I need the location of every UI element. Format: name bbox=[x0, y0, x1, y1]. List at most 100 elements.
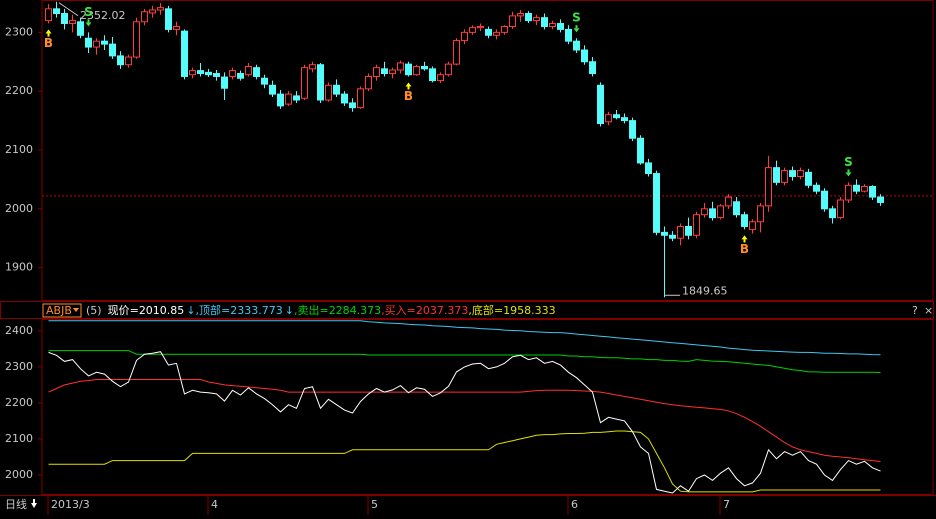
candle-body bbox=[597, 84, 604, 125]
legend-label: ,顶部= bbox=[196, 303, 231, 317]
candle-body bbox=[837, 199, 844, 219]
candle-body bbox=[557, 23, 564, 30]
y-tick-label: 1900 bbox=[5, 261, 33, 274]
indicator-selector[interactable] bbox=[42, 303, 82, 318]
candle-body bbox=[357, 88, 364, 109]
candle-body bbox=[421, 65, 428, 70]
candle-body bbox=[869, 185, 876, 198]
candle-body bbox=[413, 65, 420, 76]
candle-body bbox=[221, 76, 228, 89]
candle-body bbox=[325, 84, 332, 101]
buy-arrow bbox=[45, 29, 52, 34]
candle-body bbox=[709, 208, 716, 219]
candle-body bbox=[381, 68, 388, 75]
candle-body bbox=[725, 196, 732, 207]
y-tick-label: 2200 bbox=[5, 84, 33, 97]
indicator-line bbox=[48, 430, 881, 493]
candle-body bbox=[781, 170, 788, 183]
candle-body bbox=[525, 13, 532, 22]
sell-arrow-stem bbox=[575, 25, 578, 29]
candle-body bbox=[53, 8, 60, 15]
legend-label: ,卖出= bbox=[294, 303, 329, 317]
candle-body bbox=[453, 40, 460, 65]
candle-body bbox=[853, 184, 860, 192]
candle-body bbox=[213, 73, 220, 77]
indicator-line bbox=[48, 379, 881, 462]
buy-arrow-stem bbox=[47, 33, 50, 37]
candle-body bbox=[277, 93, 284, 107]
candle-body bbox=[309, 64, 316, 70]
candle-body bbox=[229, 70, 236, 77]
candle-body bbox=[693, 214, 700, 236]
sell-signal: S bbox=[84, 5, 93, 19]
candle-body bbox=[109, 43, 116, 57]
x-tick-label: 7 bbox=[723, 498, 730, 511]
indicator-line bbox=[48, 320, 881, 356]
candle-body bbox=[757, 205, 764, 223]
y-tick-label: 2300 bbox=[5, 360, 33, 373]
toolbar-button[interactable]: × bbox=[924, 304, 933, 317]
candle-body bbox=[133, 21, 140, 58]
candle-body bbox=[85, 37, 92, 48]
candle-body bbox=[797, 170, 804, 177]
sell-arrow-stem bbox=[87, 19, 90, 23]
candle-body bbox=[533, 17, 540, 22]
candle-body bbox=[741, 214, 748, 227]
candle-body bbox=[549, 23, 556, 27]
y-tick-label: 2100 bbox=[5, 432, 33, 445]
candle-body bbox=[373, 67, 380, 77]
legend-value: 2010.85 bbox=[139, 304, 185, 317]
candle-body bbox=[637, 137, 644, 164]
y-tick-label: 2200 bbox=[5, 396, 33, 409]
toolbar-button[interactable]: ? bbox=[912, 304, 918, 317]
candle-body bbox=[789, 170, 796, 177]
indicator-param: (5) bbox=[86, 304, 102, 317]
sell-arrow bbox=[85, 22, 92, 27]
y-tick-label: 2000 bbox=[5, 202, 33, 215]
indicator-legend: (5) 现价=2010.85 ↓,顶部=2333.773 ↓,卖出=2284.373,… bbox=[86, 303, 556, 317]
buy-arrow-stem bbox=[407, 86, 410, 90]
candle-body bbox=[589, 61, 596, 75]
candle-body bbox=[189, 70, 196, 76]
candle-body bbox=[765, 167, 772, 207]
sell-signal: S bbox=[572, 11, 581, 25]
legend-value: 2037.373 bbox=[416, 304, 469, 317]
candle-body bbox=[61, 13, 68, 25]
candle-body bbox=[141, 11, 148, 23]
candle-body bbox=[293, 95, 300, 101]
legend-label: ,买入= bbox=[381, 304, 416, 317]
candle-body bbox=[117, 55, 124, 66]
candle-body bbox=[773, 167, 780, 183]
candle-body bbox=[157, 7, 164, 11]
candle-body bbox=[125, 56, 132, 66]
buy-arrow bbox=[405, 82, 412, 87]
candle-body bbox=[581, 49, 588, 63]
x-tick-label: 2013/3 bbox=[51, 498, 90, 511]
indicator-panel-frame bbox=[41, 319, 934, 495]
candle-body bbox=[333, 84, 340, 95]
candle-body bbox=[685, 225, 692, 236]
candle-body bbox=[669, 234, 676, 239]
candle-body bbox=[845, 184, 852, 201]
candle-body bbox=[437, 74, 444, 82]
candle-body bbox=[509, 15, 516, 27]
candle-body bbox=[749, 221, 756, 230]
legend-value: 2284.373 bbox=[329, 304, 382, 317]
candle-body bbox=[653, 173, 660, 233]
candle-body bbox=[269, 84, 276, 95]
candle-body bbox=[485, 28, 492, 36]
y-tick-label: 2000 bbox=[5, 468, 33, 481]
candle-body bbox=[389, 69, 396, 75]
candle-body bbox=[701, 208, 708, 216]
high-annotation: 2352.02 bbox=[80, 9, 126, 22]
x-tick-label: 6 bbox=[571, 498, 578, 511]
candle-body bbox=[245, 65, 252, 76]
period-label[interactable]: 日线 bbox=[5, 497, 27, 511]
candle-body bbox=[317, 64, 324, 101]
indicator-dropdown bbox=[73, 308, 79, 312]
candle-body bbox=[365, 75, 372, 90]
candle-body bbox=[341, 93, 348, 104]
candle-body bbox=[77, 21, 84, 36]
y-tick-label: 2300 bbox=[5, 25, 33, 38]
